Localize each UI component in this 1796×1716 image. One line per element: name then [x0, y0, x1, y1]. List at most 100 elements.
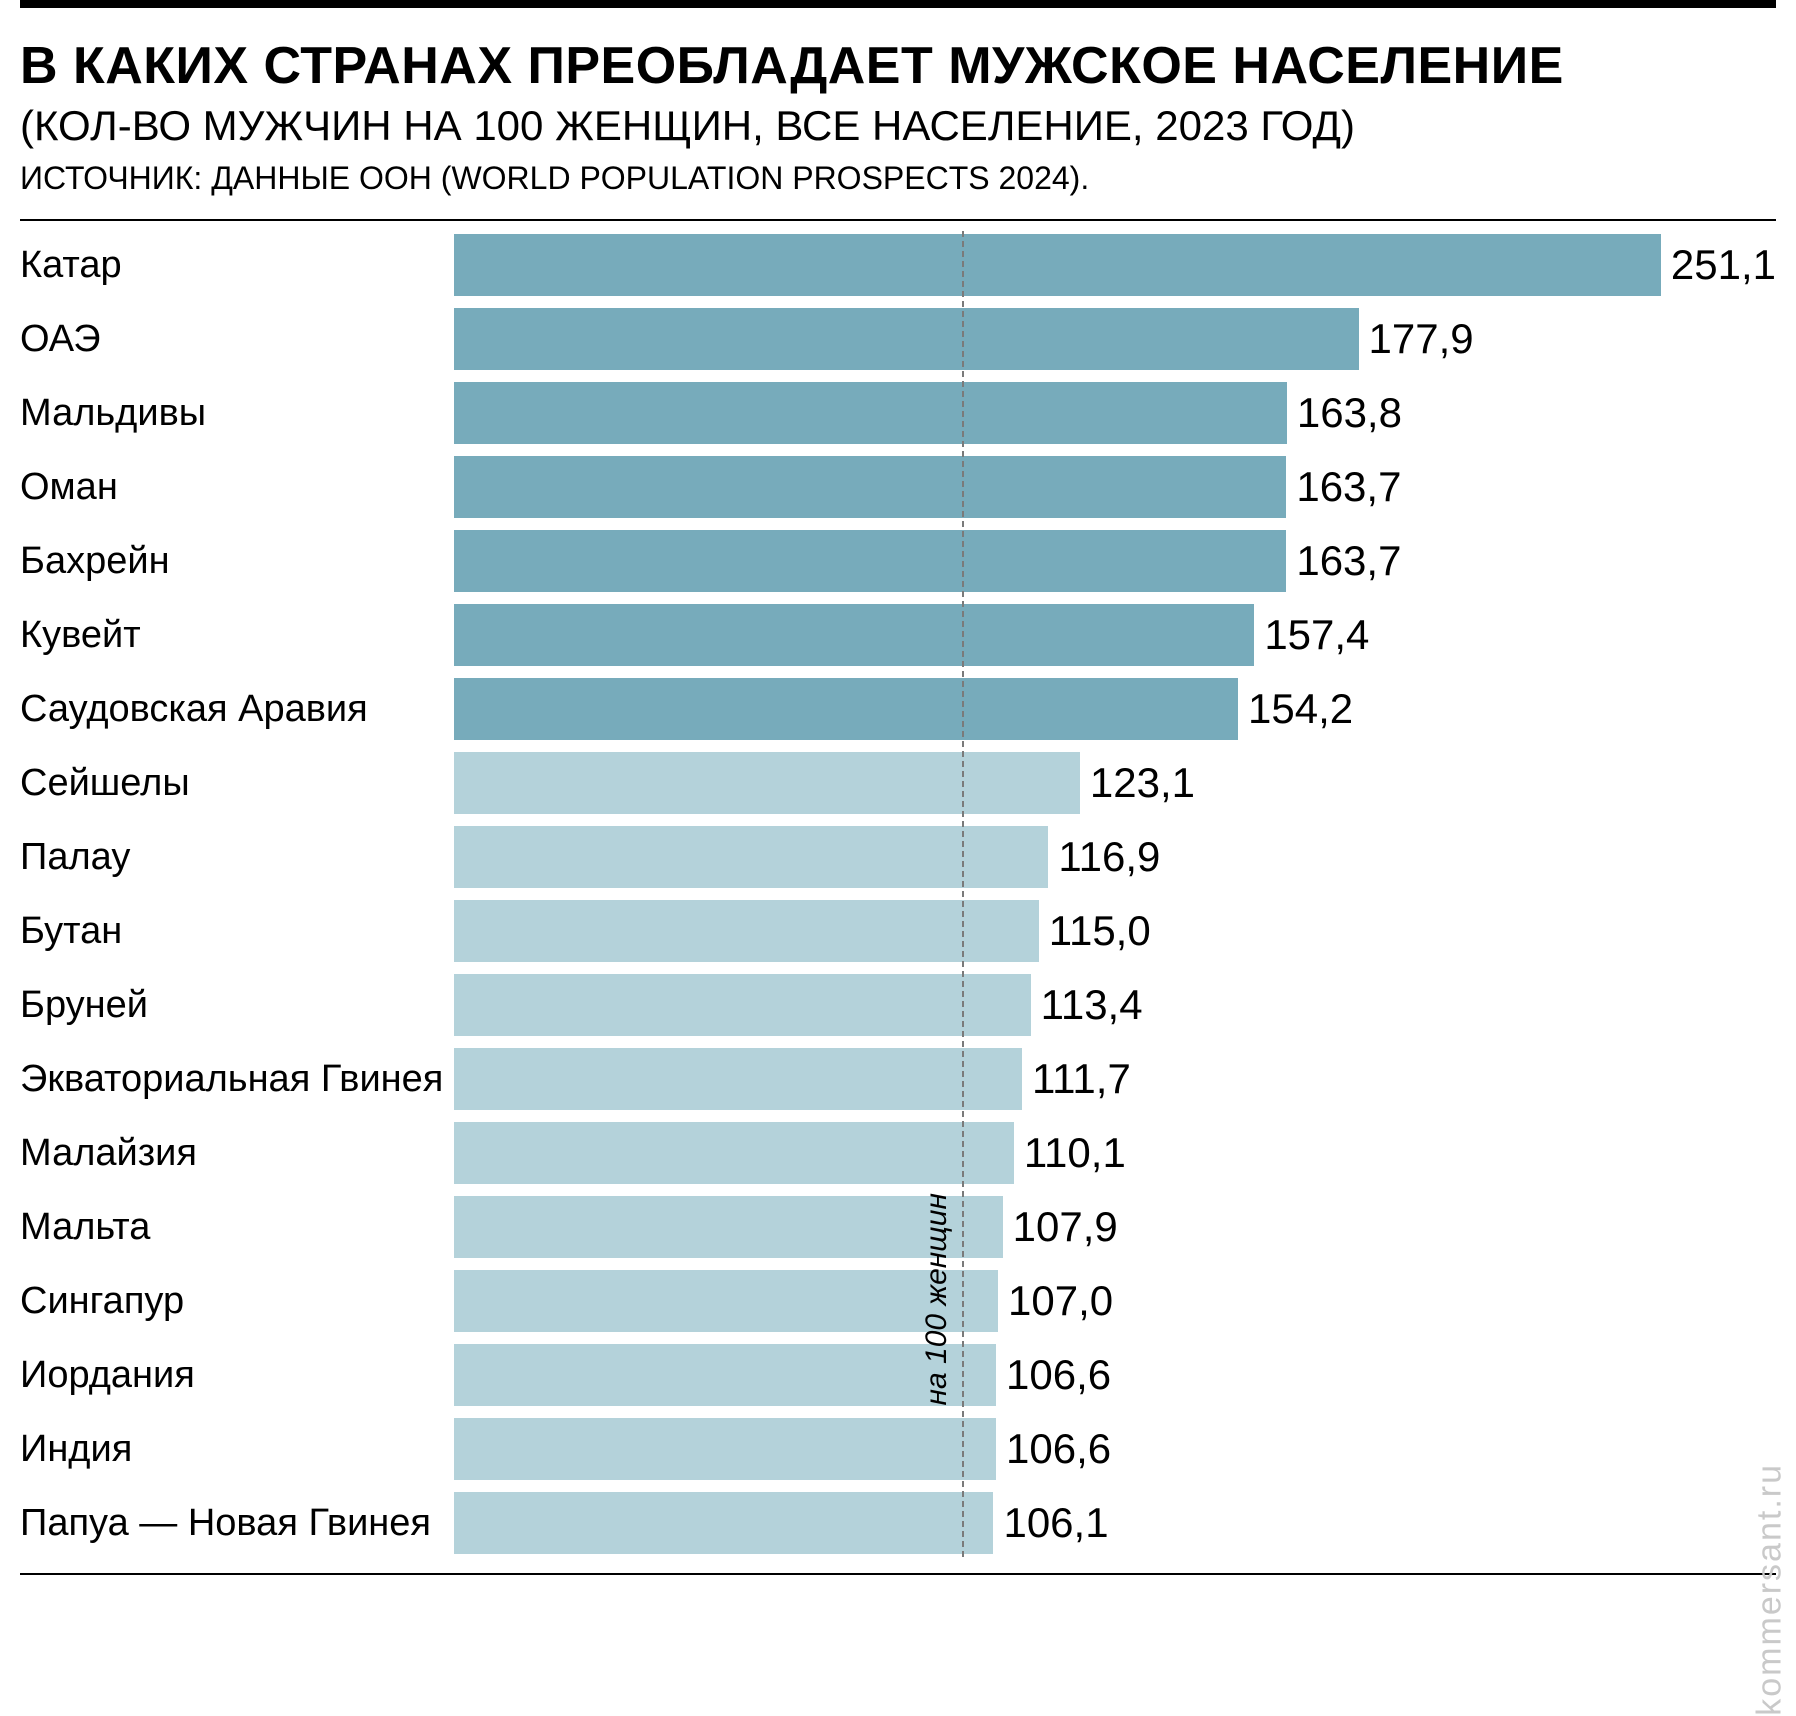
row-label: ОАЭ [20, 318, 454, 361]
bar-cell: 163,7 [454, 453, 1776, 521]
row-value: 163,7 [1296, 537, 1401, 585]
bottom-rule [20, 1573, 1776, 1575]
bar-cell: 251,1 [454, 231, 1776, 299]
bar-cell: 107,9 [454, 1193, 1776, 1261]
row-label: Оман [20, 466, 454, 509]
bar [454, 974, 1031, 1036]
bar [454, 1344, 996, 1406]
bar [454, 604, 1254, 666]
table-row: Катар 251,1 [20, 231, 1776, 299]
bar [454, 900, 1039, 962]
bar-cell: 106,6 [454, 1341, 1776, 1409]
table-row: Бахрейн 163,7 [20, 527, 1776, 595]
row-value: 106,6 [1006, 1425, 1111, 1473]
row-label: Индия [20, 1428, 454, 1471]
table-row: Малайзия 110,1 [20, 1119, 1776, 1187]
row-label: Папуа — Новая Гвинея [20, 1502, 454, 1545]
reference-line-label: на 100 женщин [920, 1193, 954, 1405]
reference-line [962, 231, 964, 1557]
bar [454, 1492, 993, 1554]
table-row: Бутан 115,0 [20, 897, 1776, 965]
bar-cell: 163,8 [454, 379, 1776, 447]
chart-source: ИСТОЧНИК: ДАННЫЕ ООН (WORLD POPULATION P… [20, 160, 1776, 197]
top-rule [20, 0, 1776, 8]
row-label: Сингапур [20, 1280, 454, 1323]
row-value: 115,0 [1049, 907, 1151, 955]
bar-cell: 123,1 [454, 749, 1776, 817]
table-row: Папуа — Новая Гвинея 106,1 [20, 1489, 1776, 1557]
row-label: Саудовская Аравия [20, 688, 454, 731]
row-label: Малайзия [20, 1132, 454, 1175]
bar [454, 1122, 1014, 1184]
row-value: 111,7 [1032, 1055, 1131, 1103]
row-value: 163,7 [1296, 463, 1401, 511]
row-value: 157,4 [1264, 611, 1369, 659]
row-label: Бруней [20, 984, 454, 1027]
bar-cell: 177,9 [454, 305, 1776, 373]
table-row: Оман 163,7 [20, 453, 1776, 521]
table-row: Экваториальная Гвинея 111,7 [20, 1045, 1776, 1113]
table-row: ОАЭ 177,9 [20, 305, 1776, 373]
bar-cell: 154,2 [454, 675, 1776, 743]
bar [454, 1270, 998, 1332]
chart-title: В КАКИХ СТРАНАХ ПРЕОБЛАДАЕТ МУЖСКОЕ НАСЕ… [20, 36, 1776, 96]
row-value: 106,1 [1003, 1499, 1108, 1547]
bar-cell: 106,1 [454, 1489, 1776, 1557]
row-value: 154,2 [1248, 685, 1353, 733]
bar-cell: 116,9 [454, 823, 1776, 891]
table-row: Сейшелы 123,1 [20, 749, 1776, 817]
bar [454, 678, 1238, 740]
bar-cell: 106,6 [454, 1415, 1776, 1483]
row-label: Палау [20, 836, 454, 879]
row-label: Иордания [20, 1354, 454, 1397]
bar-cell: 111,7 [454, 1045, 1776, 1113]
bar [454, 530, 1286, 592]
row-label: Мальта [20, 1206, 454, 1249]
bar-cell: 115,0 [454, 897, 1776, 965]
bar [454, 826, 1048, 888]
row-value: 116,9 [1058, 833, 1160, 881]
bar [454, 752, 1080, 814]
table-row: Палау 116,9 [20, 823, 1776, 891]
row-label: Бутан [20, 910, 454, 953]
bar [454, 382, 1287, 444]
row-label: Экваториальная Гвинея [20, 1058, 454, 1101]
table-row: Кувейт 157,4 [20, 601, 1776, 669]
table-row: Мальдивы 163,8 [20, 379, 1776, 447]
row-label: Сейшелы [20, 762, 454, 805]
chart-rows: Катар 251,1 ОАЭ 177,9 Мальдивы 163,8 Оман 163,7… [20, 231, 1776, 1557]
chart-subtitle: (КОЛ-ВО МУЖЧИН НА 100 ЖЕНЩИН, ВСЕ НАСЕЛЕ… [20, 102, 1776, 150]
bar-chart: Катар 251,1 ОАЭ 177,9 Мальдивы 163,8 Оман 163,7… [20, 221, 1776, 1557]
row-value: 113,4 [1041, 981, 1143, 1029]
row-value: 177,9 [1369, 315, 1474, 363]
table-row: Бруней 113,4 [20, 971, 1776, 1039]
bar-cell: 113,4 [454, 971, 1776, 1039]
row-value: 163,8 [1297, 389, 1402, 437]
bar-cell: 107,0 [454, 1267, 1776, 1335]
bar [454, 308, 1359, 370]
table-row: Саудовская Аравия 154,2 [20, 675, 1776, 743]
row-value: 110,1 [1024, 1129, 1126, 1177]
table-row: Мальта 107,9 [20, 1193, 1776, 1261]
row-label: Кувейт [20, 614, 454, 657]
row-value: 107,0 [1008, 1277, 1113, 1325]
row-value: 106,6 [1006, 1351, 1111, 1399]
bar [454, 234, 1661, 296]
chart-container: В КАКИХ СТРАНАХ ПРЕОБЛАДАЕТ МУЖСКОЕ НАСЕ… [0, 0, 1796, 1603]
table-row: Индия 106,6 [20, 1415, 1776, 1483]
row-value: 123,1 [1090, 759, 1195, 807]
row-value: 251,1 [1671, 241, 1776, 289]
table-row: Сингапур 107,0 [20, 1267, 1776, 1335]
row-label: Мальдивы [20, 392, 454, 435]
bar [454, 1048, 1022, 1110]
bar-cell: 110,1 [454, 1119, 1776, 1187]
bar [454, 456, 1286, 518]
bar-cell: 157,4 [454, 601, 1776, 669]
bar-cell: 163,7 [454, 527, 1776, 595]
row-value: 107,9 [1013, 1203, 1118, 1251]
watermark: kommersant.ru [1751, 1463, 1790, 1716]
row-label: Бахрейн [20, 540, 454, 583]
bar [454, 1418, 996, 1480]
row-label: Катар [20, 244, 454, 287]
table-row: Иордания 106,6 [20, 1341, 1776, 1409]
